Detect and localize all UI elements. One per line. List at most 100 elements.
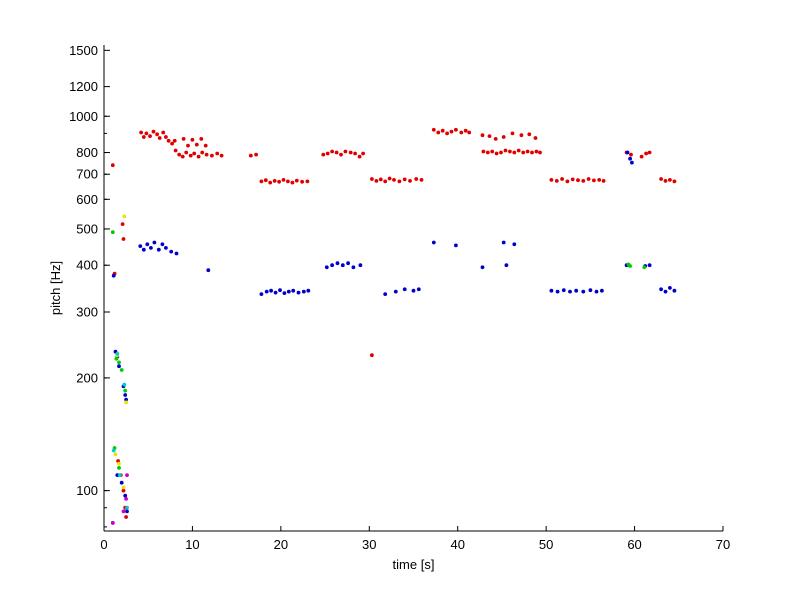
data-point-red bbox=[485, 150, 490, 155]
data-point-red bbox=[408, 179, 412, 183]
data-point-blue bbox=[115, 473, 120, 477]
data-point-red bbox=[343, 149, 348, 154]
data-point-red bbox=[581, 179, 586, 183]
data-point-red bbox=[510, 131, 515, 136]
data-point-red bbox=[194, 142, 199, 147]
data-point-blue bbox=[383, 292, 388, 296]
data-point-red bbox=[668, 178, 672, 182]
data-point-blue bbox=[574, 288, 579, 293]
data-point-blue bbox=[588, 288, 593, 293]
data-point-red bbox=[321, 152, 326, 157]
data-point-blue bbox=[501, 240, 506, 245]
data-point-red bbox=[467, 130, 472, 135]
data-point-blue bbox=[296, 290, 301, 295]
data-point-red bbox=[181, 137, 186, 141]
data-point-red bbox=[177, 152, 182, 157]
data-point-red bbox=[121, 237, 126, 241]
data-point-blue bbox=[668, 286, 672, 290]
data-point-blue bbox=[351, 265, 356, 270]
data-point-red bbox=[248, 153, 253, 158]
data-point-red bbox=[549, 178, 554, 182]
data-point-cyan bbox=[122, 382, 127, 387]
data-point-red bbox=[374, 179, 379, 183]
data-point-red bbox=[487, 134, 492, 139]
data-point-red bbox=[402, 177, 407, 182]
data-point-blue bbox=[125, 509, 129, 514]
data-point-yellow bbox=[122, 214, 127, 219]
data-point-red bbox=[449, 129, 454, 134]
y-tick-label: 700 bbox=[76, 167, 98, 182]
data-point-red bbox=[419, 178, 424, 182]
data-point-yellow bbox=[113, 452, 118, 457]
data-point-blue bbox=[335, 261, 340, 266]
data-point-blue bbox=[549, 288, 554, 293]
data-point-yellow bbox=[121, 485, 126, 490]
data-point-red bbox=[144, 131, 149, 136]
y-tick-label: 200 bbox=[76, 370, 98, 385]
data-point-blue bbox=[555, 289, 560, 294]
data-point-blue bbox=[402, 287, 407, 292]
data-point-green bbox=[110, 230, 115, 235]
data-point-red bbox=[659, 177, 663, 181]
data-point-yellow bbox=[124, 400, 128, 405]
data-point-blue bbox=[174, 251, 179, 256]
data-point-red bbox=[334, 150, 339, 155]
data-point-red bbox=[519, 133, 524, 138]
data-point-blue bbox=[145, 242, 150, 247]
data-point-red bbox=[490, 149, 495, 154]
data-point-red bbox=[414, 177, 419, 181]
data-point-red bbox=[148, 134, 152, 139]
data-point-red bbox=[397, 179, 402, 184]
data-point-blue bbox=[291, 288, 296, 293]
data-point-blue bbox=[358, 263, 363, 268]
data-point-blue bbox=[278, 288, 282, 293]
data-point-blue bbox=[123, 493, 128, 498]
data-point-red bbox=[499, 150, 503, 155]
data-point-green bbox=[114, 356, 119, 361]
data-point-red bbox=[370, 177, 374, 181]
data-point-red bbox=[294, 178, 299, 183]
y-tick-label: 1000 bbox=[69, 109, 98, 124]
data-point-red bbox=[527, 132, 532, 137]
data-point-red bbox=[259, 179, 264, 184]
data-point-red bbox=[570, 177, 575, 182]
data-point-blue bbox=[282, 291, 287, 295]
data-point-red bbox=[560, 177, 564, 181]
data-point-red bbox=[534, 149, 539, 154]
data-point-blue bbox=[393, 289, 398, 294]
data-point-blue bbox=[117, 364, 121, 369]
data-point-blue bbox=[269, 288, 273, 293]
data-point-red bbox=[565, 179, 570, 184]
data-point-magenta bbox=[125, 473, 129, 477]
data-point-red bbox=[124, 515, 128, 519]
x-tick-label: 0 bbox=[100, 537, 107, 552]
data-point-blue bbox=[164, 246, 168, 250]
data-point-red bbox=[277, 179, 281, 184]
data-point-red bbox=[204, 152, 209, 157]
data-point-red bbox=[533, 136, 538, 140]
data-point-green bbox=[642, 265, 647, 270]
x-tick-label: 50 bbox=[539, 537, 553, 552]
data-point-blue bbox=[206, 268, 211, 273]
data-point-red bbox=[383, 179, 388, 184]
data-point-red bbox=[592, 178, 596, 183]
data-point-red bbox=[196, 154, 201, 159]
plot-frame bbox=[104, 45, 723, 531]
data-point-red bbox=[494, 151, 499, 156]
data-points bbox=[110, 127, 677, 525]
y-tick-label: 500 bbox=[76, 221, 98, 236]
x-tick-label: 10 bbox=[185, 537, 199, 552]
data-point-blue bbox=[301, 289, 306, 294]
data-point-red bbox=[305, 179, 310, 184]
data-point-blue bbox=[152, 240, 157, 245]
data-point-red bbox=[521, 150, 526, 155]
data-point-red bbox=[357, 154, 362, 159]
data-point-yellow bbox=[117, 461, 121, 466]
data-point-red bbox=[139, 130, 144, 135]
data-point-blue bbox=[630, 160, 634, 165]
data-point-red bbox=[530, 150, 534, 155]
y-tick-label: 1500 bbox=[69, 43, 98, 58]
data-point-blue bbox=[273, 290, 278, 295]
data-point-blue bbox=[123, 393, 128, 397]
